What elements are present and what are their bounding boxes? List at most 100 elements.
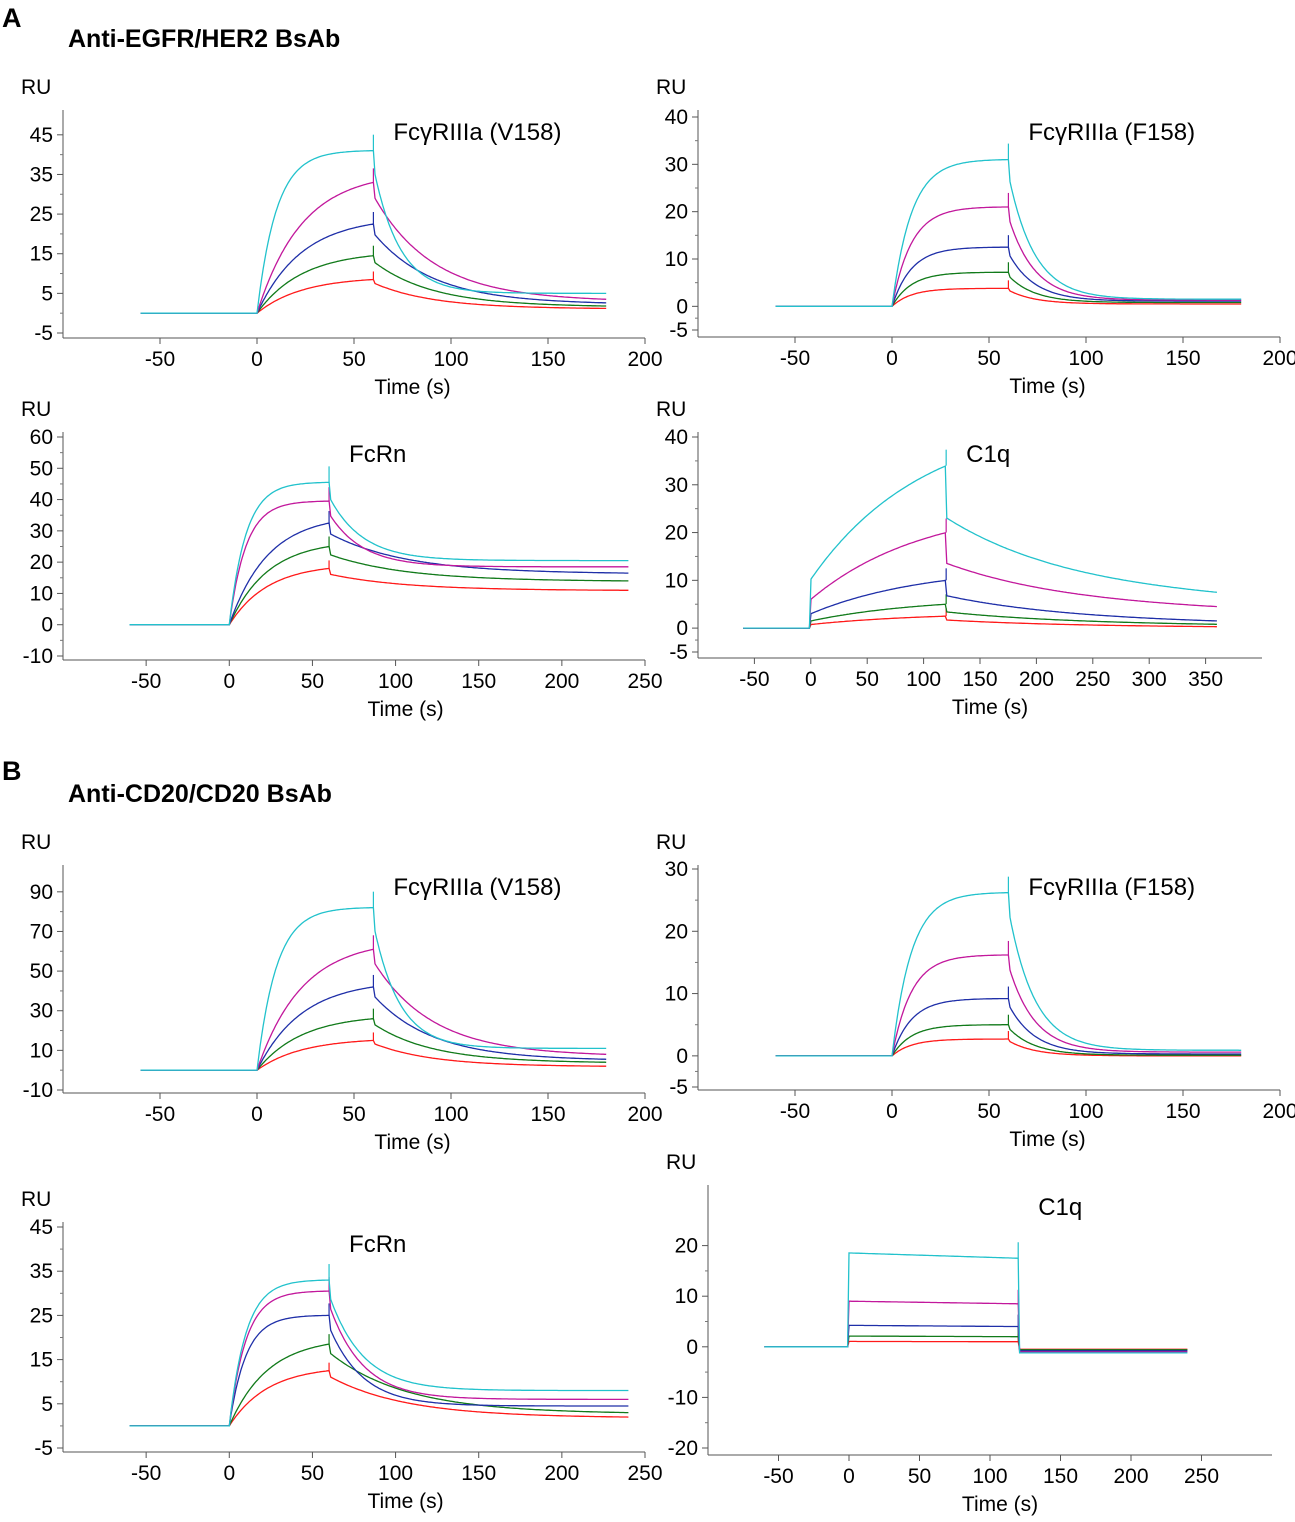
x-tick-label: 350: [1188, 668, 1223, 691]
y-tick-label: 60: [30, 426, 53, 449]
series-line-5: [140, 150, 607, 314]
series-line-4: [129, 500, 629, 626]
x-tick-label: 100: [433, 1103, 468, 1126]
series-line-3: [129, 522, 629, 626]
x-tick-label: 50: [856, 668, 879, 691]
y-tick-label: -10: [23, 645, 53, 668]
x-axis-label: Time (s): [374, 1131, 450, 1154]
series-line-1: [140, 278, 607, 314]
y-tick-label: -5: [34, 1437, 53, 1460]
x-tick-label: 0: [886, 347, 898, 370]
series-line-2: [764, 1335, 1188, 1351]
series-line-1: [140, 1039, 607, 1071]
x-tick-label: 200: [1262, 1100, 1295, 1123]
y-axis-label: RU: [21, 831, 51, 854]
y-tick-label: 20: [665, 522, 688, 545]
y-tick-label: 5: [41, 1393, 53, 1416]
x-tick-label: 0: [251, 1103, 263, 1126]
y-tick-label: 10: [665, 248, 688, 271]
y-tick-label: 0: [676, 617, 688, 640]
x-tick-label: 200: [544, 670, 579, 693]
x-tick-label: 50: [301, 1462, 324, 1485]
y-tick-label: 30: [665, 858, 688, 881]
x-tick-label: 150: [1165, 347, 1200, 370]
x-tick-label: 100: [1068, 347, 1103, 370]
x-tick-label: 100: [972, 1465, 1007, 1488]
series-line-1: [743, 615, 1217, 629]
y-tick-label: 30: [30, 520, 53, 543]
chart-5: -10 10 30 50 70 90 -50 0 50 100 150 200 RU Time (s) Fc…: [21, 831, 663, 1154]
x-axis-label: Time (s): [952, 696, 1028, 719]
series-line-2: [129, 1343, 629, 1427]
x-tick-label: 150: [530, 1103, 565, 1126]
x-tick-label: -50: [131, 670, 161, 693]
chart-3: -10 0 10 20 30 40 50 60 -50 0 50 100 150 200 250 RU Time…: [21, 398, 663, 721]
y-tick-label: 30: [665, 153, 688, 176]
y-tick-label: 35: [30, 163, 53, 186]
x-tick-label: 150: [461, 1462, 496, 1485]
x-tick-label: 150: [461, 670, 496, 693]
receptor-label: FcRn: [349, 1231, 406, 1258]
series-line-5: [129, 1279, 629, 1427]
x-tick-label: 50: [301, 670, 324, 693]
y-tick-label: 25: [30, 203, 53, 226]
y-tick-label: 20: [30, 551, 53, 574]
y-tick-label: 30: [665, 474, 688, 497]
x-tick-label: 50: [342, 1103, 365, 1126]
x-tick-label: -50: [780, 1100, 810, 1123]
y-tick-label: -5: [669, 319, 688, 342]
y-tick-label: -5: [669, 1076, 688, 1099]
x-tick-label: 150: [1043, 1465, 1078, 1488]
x-tick-label: 0: [251, 348, 263, 371]
series-line-3: [140, 986, 607, 1071]
y-tick-label: 15: [30, 243, 53, 266]
y-axis-label: RU: [21, 1188, 51, 1211]
y-tick-label: 40: [665, 426, 688, 449]
series-line-2: [140, 1018, 607, 1071]
x-tick-label: 0: [223, 1462, 235, 1485]
receptor-label: FcγRIIIa (V158): [393, 874, 561, 901]
x-tick-label: 100: [378, 670, 413, 693]
series-line-3: [140, 223, 607, 314]
receptor-label: FcγRIIIa (V158): [393, 119, 561, 146]
x-tick-label: 200: [1262, 347, 1295, 370]
x-tick-label: 50: [342, 348, 365, 371]
y-axis-label: RU: [656, 831, 686, 854]
receptor-label: FcγRIIIa (F158): [1028, 874, 1195, 901]
y-tick-label: 10: [665, 983, 688, 1006]
y-tick-label: -10: [668, 1386, 698, 1409]
y-tick-label: 40: [665, 106, 688, 129]
y-tick-label: 0: [686, 1336, 698, 1359]
receptor-label: C1q: [1038, 1194, 1082, 1221]
y-tick-label: 5: [41, 282, 53, 305]
series-line-4: [775, 206, 1242, 307]
y-tick-label: 45: [30, 1216, 53, 1239]
y-tick-label: 10: [30, 1039, 53, 1062]
y-tick-label: 0: [41, 614, 53, 637]
y-tick-label: 10: [665, 569, 688, 592]
x-tick-label: -50: [780, 347, 810, 370]
receptor-label: C1q: [966, 441, 1010, 468]
y-axis-label: RU: [21, 398, 51, 421]
y-tick-label: 10: [30, 582, 53, 605]
x-tick-label: 150: [962, 668, 997, 691]
y-tick-label: 40: [30, 489, 53, 512]
y-tick-label: 35: [30, 1260, 53, 1283]
y-axis-label: RU: [656, 76, 686, 99]
x-axis-label: Time (s): [1009, 1128, 1085, 1151]
series-line-5: [743, 465, 1217, 629]
y-tick-label: 70: [30, 920, 53, 943]
panel-title-b: Anti-CD20/CD20 BsAb: [68, 780, 332, 808]
x-tick-label: 100: [1068, 1100, 1103, 1123]
x-axis-label: Time (s): [1009, 375, 1085, 398]
x-tick-label: -50: [131, 1462, 161, 1485]
series-line-4: [743, 531, 1217, 629]
x-tick-label: 0: [223, 670, 235, 693]
y-tick-label: 25: [30, 1304, 53, 1327]
panel-letter-a: A: [2, 3, 22, 33]
y-axis-label: RU: [666, 1151, 696, 1174]
y-tick-label: 15: [30, 1349, 53, 1372]
series-line-5: [140, 907, 607, 1071]
series-line-5: [764, 1252, 1188, 1354]
